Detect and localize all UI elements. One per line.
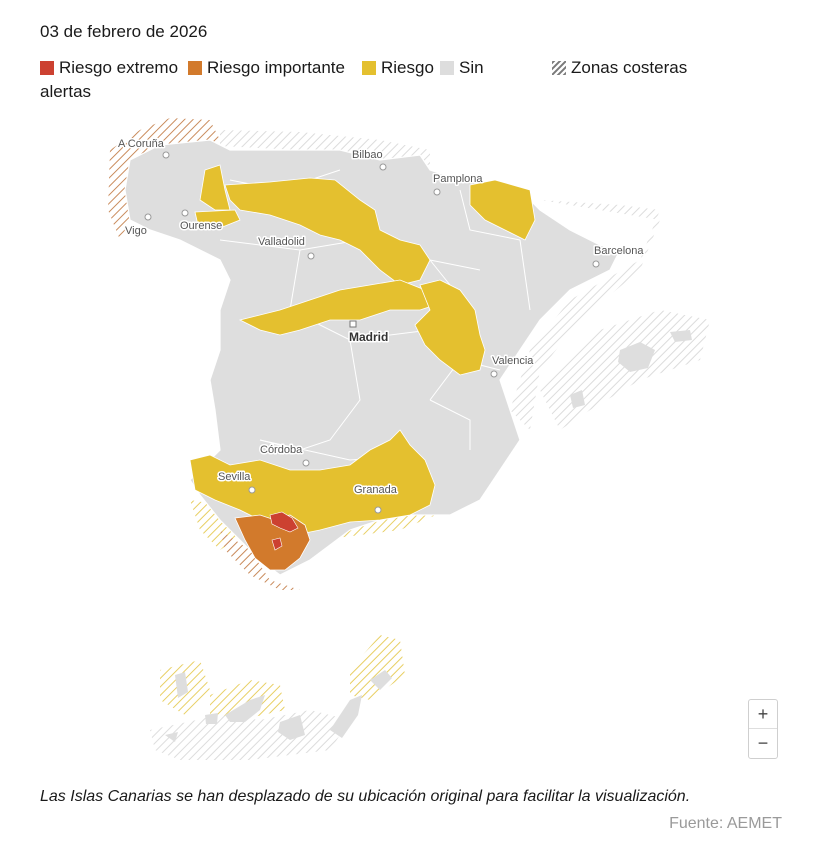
svg-text:Madrid: Madrid bbox=[349, 330, 388, 344]
coastal-zone-cantabric bbox=[220, 130, 430, 165]
legend-swatch-risk bbox=[362, 61, 376, 75]
legend-item-risk: Riesgo bbox=[362, 55, 434, 81]
canary-note: Las Islas Canarias se han desplazado de … bbox=[40, 788, 691, 805]
island-gran-canaria bbox=[278, 715, 305, 740]
legend-swatch-important bbox=[188, 61, 202, 75]
region-borders bbox=[219, 169, 531, 461]
legend-label-none-wrap: alertas bbox=[40, 82, 92, 101]
svg-text:Pamplona: Pamplona bbox=[433, 173, 483, 185]
city-granada: Granada bbox=[353, 483, 399, 514]
city-markers: A Coruña Bilbao Pamplona Vigo Ourense Va… bbox=[117, 137, 646, 514]
island-fuerteventura bbox=[330, 695, 362, 738]
risk-area-sistema-central bbox=[238, 279, 436, 336]
city-valencia: Valencia bbox=[490, 354, 536, 378]
city-bilbao: Bilbao bbox=[351, 148, 387, 171]
city-sevilla: Sevilla bbox=[217, 470, 256, 494]
city-barcelona: Barcelona bbox=[592, 244, 646, 268]
city-madrid: Madrid bbox=[348, 320, 390, 346]
legend-item-extreme: Riesgo extremo bbox=[40, 55, 178, 81]
svg-text:Ourense: Ourense bbox=[180, 220, 222, 232]
svg-text:Bilbao: Bilbao bbox=[352, 149, 383, 161]
island-tenerife bbox=[225, 695, 265, 722]
coastal-zone-strait bbox=[220, 530, 300, 590]
risk-area-ourense bbox=[194, 209, 241, 229]
island-lanzarote bbox=[370, 670, 392, 690]
svg-text:Córdoba: Córdoba bbox=[260, 444, 303, 456]
legend-item-none: Sin bbox=[440, 55, 484, 81]
island-ibiza bbox=[570, 390, 585, 408]
risk-area-navarra bbox=[469, 179, 536, 241]
coastal-zone-canary-east bbox=[350, 635, 405, 700]
zoom-control: + − bbox=[748, 699, 778, 759]
legend-item-coastal: Zonas costeras bbox=[552, 55, 687, 81]
svg-text:Valladolid: Valladolid bbox=[258, 236, 305, 248]
legend-label-extreme: Riesgo extremo bbox=[59, 58, 179, 77]
city-vigo: Vigo bbox=[124, 213, 152, 239]
legend-label-important: Riesgo importante bbox=[207, 58, 345, 77]
extreme-risk-area-cadiz bbox=[269, 511, 299, 533]
source-credit: Fuente: AEMET bbox=[669, 815, 782, 832]
risk-area-castilla-north bbox=[224, 177, 431, 286]
legend-swatch-none bbox=[440, 61, 454, 75]
legend-swatch-extreme bbox=[40, 61, 54, 75]
svg-text:A Coruña: A Coruña bbox=[118, 138, 165, 150]
canary-islands bbox=[165, 670, 392, 742]
legend-swatch-coastal bbox=[552, 61, 566, 75]
balearic-islands bbox=[570, 330, 692, 408]
legend-item-important: Riesgo importante bbox=[188, 55, 345, 81]
island-menorca bbox=[670, 330, 692, 342]
map-date: 03 de febrero de 2026 bbox=[40, 22, 208, 41]
island-la-gomera bbox=[205, 713, 218, 724]
svg-text:Barcelona: Barcelona bbox=[594, 245, 644, 257]
extreme-risk-area-cadiz-south bbox=[271, 537, 283, 551]
coastal-zone-mediterranean bbox=[510, 200, 660, 430]
legend-label-none: Sin bbox=[459, 58, 484, 77]
city-valladolid: Valladolid bbox=[257, 235, 315, 260]
island-la-palma bbox=[175, 672, 188, 698]
legend-label-coastal: Zonas costeras bbox=[571, 58, 688, 77]
risk-area-iberico bbox=[414, 279, 486, 376]
island-mallorca bbox=[618, 342, 655, 372]
city-cordoba: Córdoba bbox=[259, 443, 310, 467]
city-pamplona: Pamplona bbox=[432, 172, 485, 196]
svg-text:Sevilla: Sevilla bbox=[218, 471, 251, 483]
coastal-zone-galicia bbox=[108, 118, 220, 240]
coastal-zone-canary-tenerife bbox=[210, 680, 285, 720]
svg-text:Granada: Granada bbox=[354, 484, 398, 496]
spain-alert-map[interactable]: A Coruña Bilbao Pamplona Vigo Ourense Va… bbox=[100, 110, 720, 770]
zoom-out-button[interactable]: − bbox=[749, 728, 777, 757]
legend-label-risk: Riesgo bbox=[381, 58, 434, 77]
zoom-in-button[interactable]: + bbox=[757, 703, 769, 724]
city-a-coruna: A Coruña bbox=[117, 137, 170, 159]
city-ourense: Ourense bbox=[179, 209, 224, 234]
island-el-hierro bbox=[165, 732, 178, 742]
svg-text:Valencia: Valencia bbox=[492, 355, 534, 367]
svg-text:Vigo: Vigo bbox=[125, 225, 147, 237]
